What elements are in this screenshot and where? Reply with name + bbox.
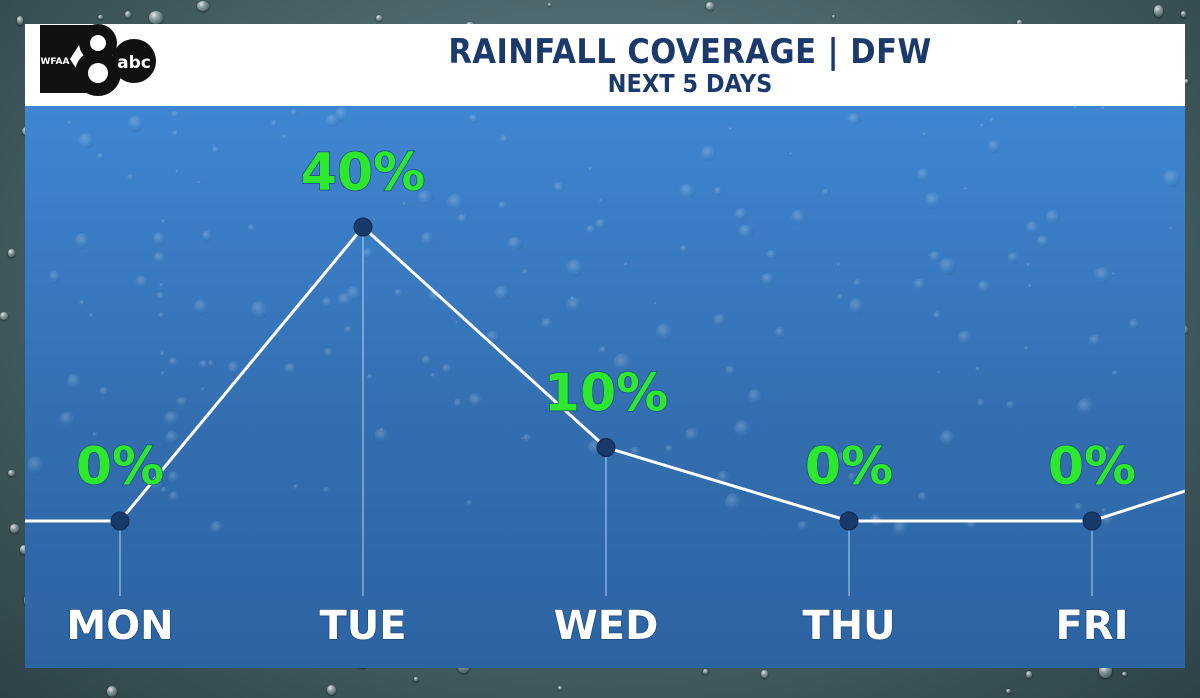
header-bar: RAINFALL COVERAGE | DFW NEXT 5 DAYS (25, 24, 1185, 106)
data-point-thu (839, 511, 859, 531)
value-label-fri: 0% (1048, 437, 1136, 497)
value-label-tue: 40% (301, 143, 425, 203)
day-label-wed: WED (554, 603, 659, 649)
value-label-wed: 10% (544, 364, 668, 424)
wfaa-abc-logo: abc WFAA (40, 17, 160, 101)
day-label-thu: THU (802, 603, 895, 649)
abc-logo-text: abc (117, 53, 151, 73)
chart-title: RAINFALL COVERAGE | DFW (448, 32, 932, 72)
chart-subtitle: NEXT 5 DAYS (607, 69, 773, 98)
data-point-wed (596, 438, 616, 457)
day-label-mon: MON (66, 603, 173, 649)
day-label-fri: FRI (1055, 603, 1128, 649)
value-label-thu: 0% (805, 437, 893, 497)
rainfall-line-chart: 0% 40% 10% 0% 0% MON TUE WED THU FRI (25, 142, 1185, 650)
value-label-mon: 0% (76, 437, 164, 497)
chart-panel: 0% 40% 10% 0% 0% MON TUE WED THU FRI (25, 106, 1185, 668)
data-point-mon (110, 511, 130, 531)
data-point-tue (353, 217, 373, 237)
data-point-fri (1082, 511, 1102, 531)
line-segment-trail (1091, 489, 1185, 523)
wfaa-8-logo-graphic: abc WFAA (40, 24, 156, 96)
day-label-tue: TUE (319, 603, 406, 649)
wfaa-logo-text: WFAA (41, 57, 70, 67)
